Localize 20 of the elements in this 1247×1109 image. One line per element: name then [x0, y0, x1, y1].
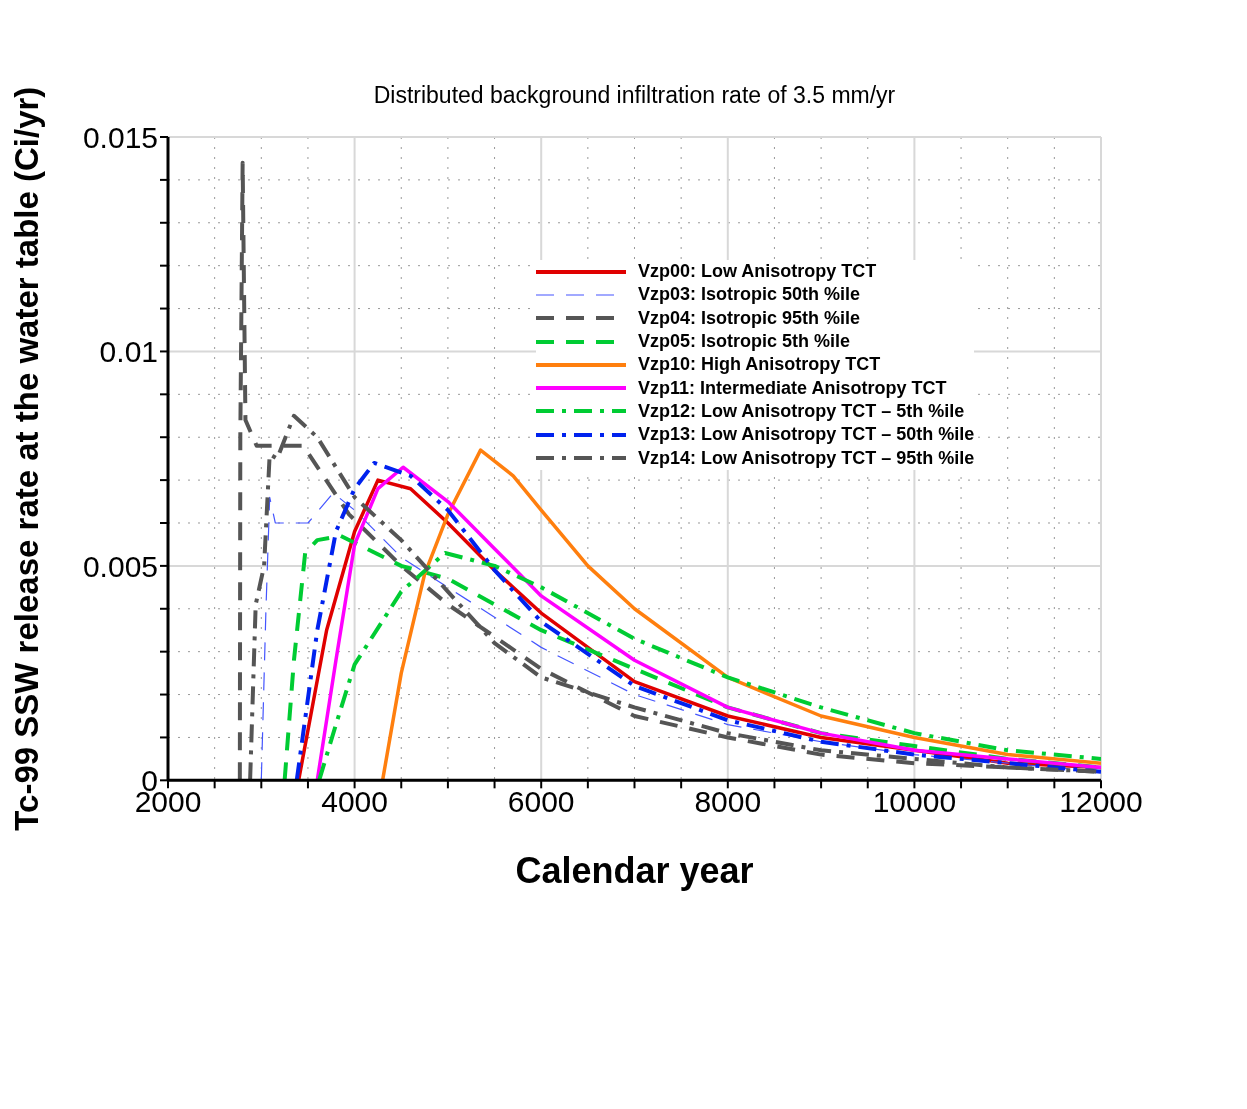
- legend-label: Vzp00: Low Anisotropy TCT: [638, 261, 877, 283]
- legend-label: Vzp11: Intermediate Anisotropy TCT: [638, 377, 947, 399]
- legend-label: Vzp12: Low Anisotropy TCT – 5th %ile: [638, 400, 965, 422]
- x-tick-label: 4000: [321, 784, 388, 818]
- legend-label: Vzp14: Low Anisotropy TCT – 95th %ile: [638, 447, 975, 469]
- y-tick-label: 0.005: [82, 549, 158, 583]
- x-axis-title: Calendar year: [515, 850, 754, 892]
- x-tick-label: 8000: [694, 784, 762, 818]
- y-tick-label: 0.01: [99, 335, 158, 369]
- legend-label: Vzp13: Low Anisotropy TCT – 50th %ile: [638, 424, 975, 446]
- legend-label: Vzp05: Isotropic 5th %ile: [638, 331, 851, 353]
- legend-label: Vzp03: Isotropic 50th %ile: [638, 284, 861, 306]
- chart-title: Distributed background infiltration rate of 3.5 mm/yr: [372, 82, 897, 109]
- y-tick-label: 0.015: [82, 120, 158, 154]
- legend-label: Vzp04: Isotropic 95th %ile: [638, 307, 861, 329]
- y-axis-title: Tc-99 SSW release rate at the water table (Ci/yr): [7, 86, 45, 831]
- x-tick-label: 12000: [1059, 784, 1143, 818]
- legend-label: Vzp10: High Anisotropy TCT: [638, 354, 881, 376]
- x-tick-label: 10000: [872, 784, 957, 818]
- x-tick-label: 6000: [507, 784, 575, 818]
